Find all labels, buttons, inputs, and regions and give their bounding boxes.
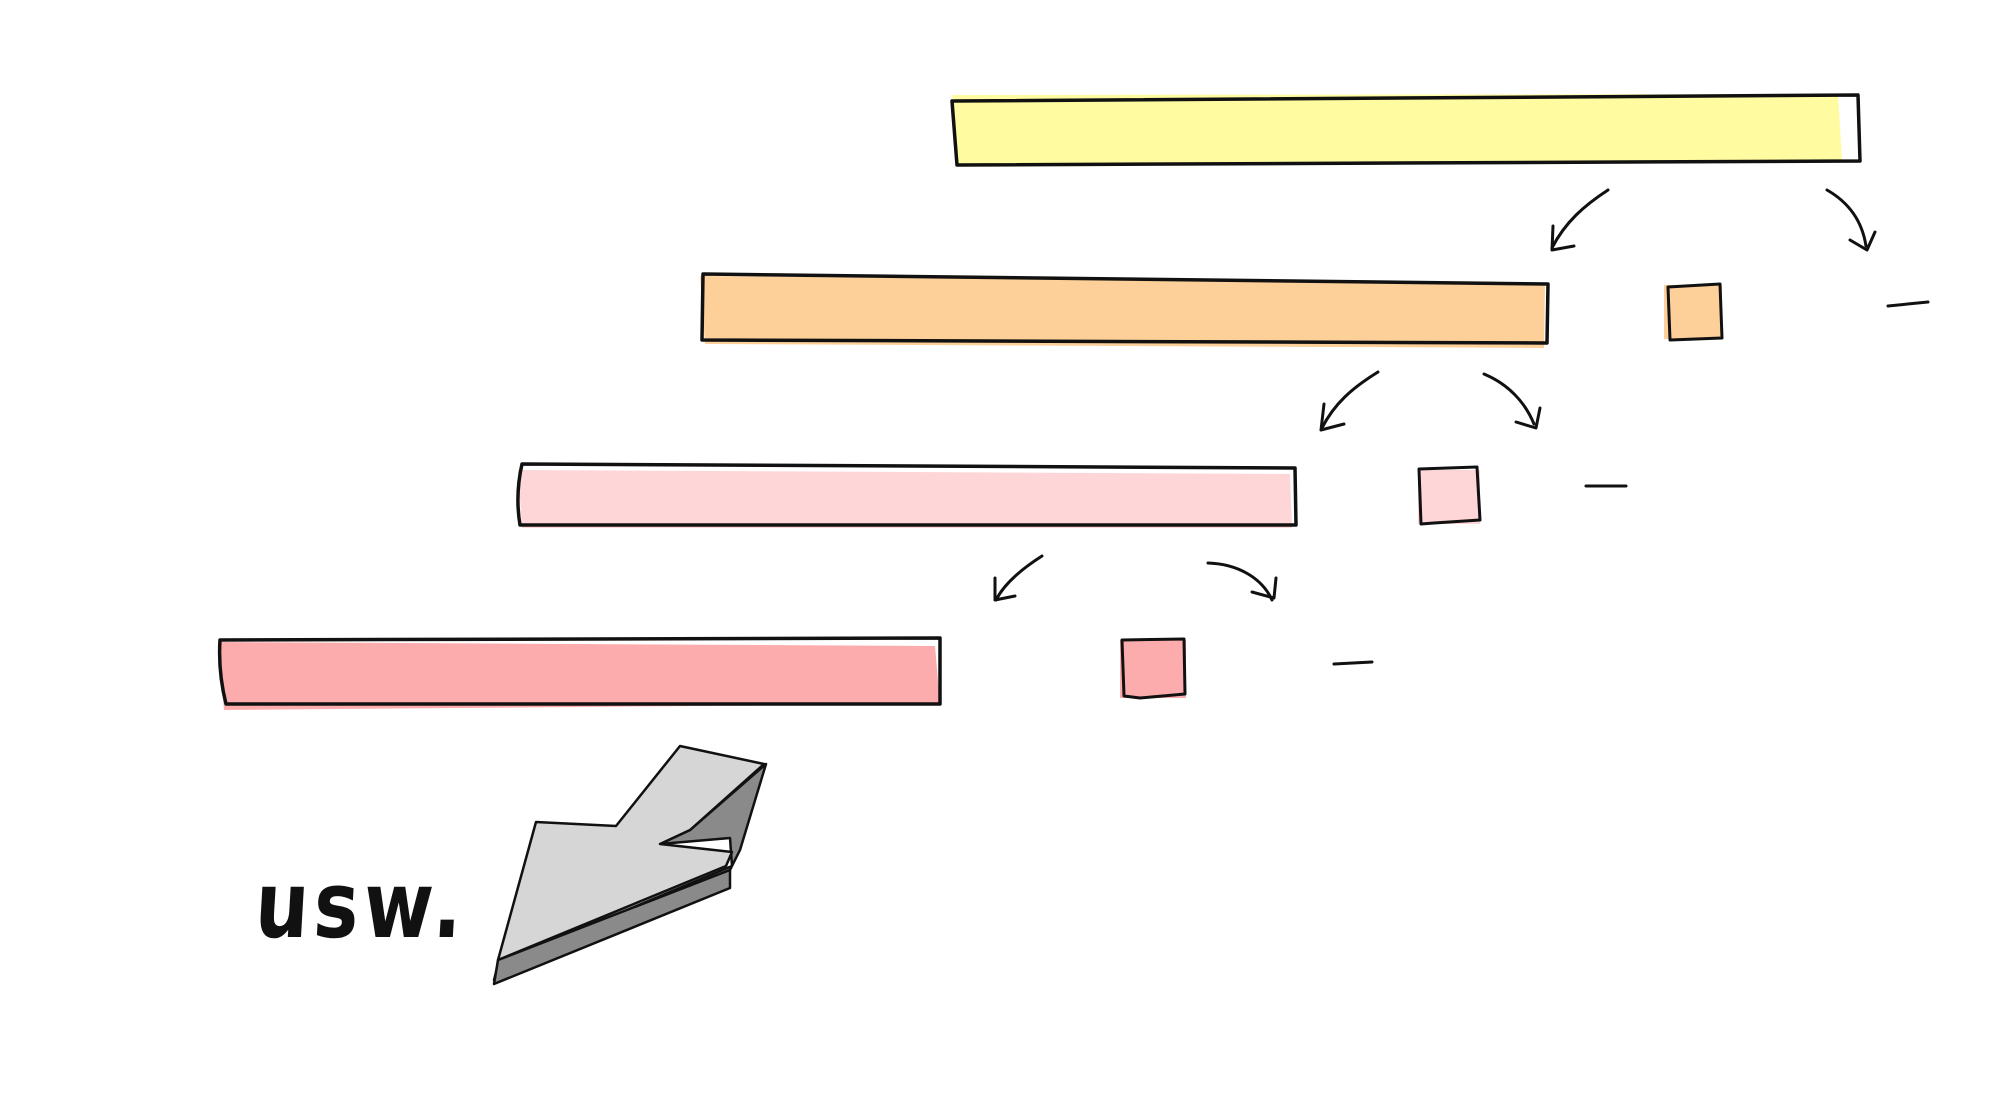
bar-level-3 (516, 462, 1298, 528)
bar-level-4 (217, 636, 942, 710)
dash-level-4 (1332, 660, 1374, 666)
bar-level-1 (950, 93, 1862, 167)
fragment-level-3 (1417, 465, 1482, 526)
dash-level-2 (1886, 300, 1930, 308)
fragment-level-2 (1664, 282, 1724, 342)
split-arrow-icon (993, 554, 1278, 602)
split-arrow-icon (1550, 188, 1877, 252)
split-arrow-icon (1319, 370, 1542, 432)
continuation-arrow-icon (492, 744, 768, 986)
fragment-level-4 (1120, 637, 1187, 700)
continuation-label: usw. (252, 852, 471, 959)
bar-level-2 (700, 272, 1550, 348)
